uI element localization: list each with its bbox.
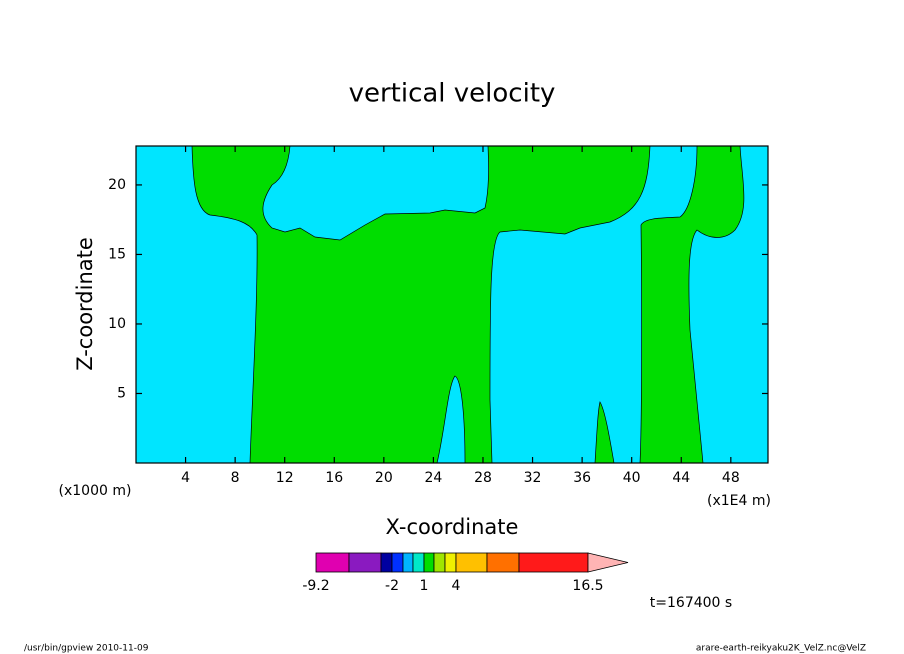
plot-frame xyxy=(135,145,769,464)
colorbar-segment xyxy=(402,552,414,573)
colorbar-segment xyxy=(486,552,520,573)
x-tick-label: 20 xyxy=(375,470,393,486)
colorbar-segment xyxy=(348,552,382,573)
y-axis-title: Z-coordinate xyxy=(73,237,97,371)
x-tick-label: 44 xyxy=(672,470,690,486)
x-tick-label: 28 xyxy=(474,470,492,486)
x-tick-label: 48 xyxy=(722,470,740,486)
x-tick-label: 16 xyxy=(325,470,343,486)
y-tick-label: 15 xyxy=(108,246,126,262)
colorbar-tick-label: 1 xyxy=(420,578,429,594)
colorbar-segment xyxy=(433,552,446,573)
colorbar-segment xyxy=(518,552,589,573)
positive-region xyxy=(191,145,651,464)
chart-title: vertical velocity xyxy=(349,79,556,109)
x-unit-note: (x1000 m) xyxy=(59,483,132,499)
colorbar-tick-label: 16.5 xyxy=(572,578,603,594)
colorbar-segment xyxy=(423,552,435,573)
x-tick-label: 4 xyxy=(181,470,190,486)
x-scale-note: (x1E4 m) xyxy=(707,493,771,509)
x-tick-label: 24 xyxy=(424,470,442,486)
colorbar-segment xyxy=(444,552,457,573)
colorbar-tick-label: -9.2 xyxy=(302,578,329,594)
x-tick-label: 12 xyxy=(276,470,294,486)
x-tick-label: 40 xyxy=(623,470,641,486)
x-tick-label: 36 xyxy=(573,470,591,486)
positive-region xyxy=(594,401,615,464)
x-axis-title: X-coordinate xyxy=(386,515,519,539)
colorbar-segment xyxy=(455,552,488,573)
y-tick-label: 10 xyxy=(108,316,126,332)
y-tick-label: 20 xyxy=(108,177,126,193)
colorbar-segment xyxy=(391,552,404,573)
footer-left: /usr/bin/gpview 2010-11-09 xyxy=(24,644,149,654)
colorbar-arrow xyxy=(587,552,629,573)
time-note: t=167400 s xyxy=(650,595,732,611)
negative-region xyxy=(436,375,466,464)
y-tick-label: 5 xyxy=(117,385,126,401)
colorbar-tick-label: 4 xyxy=(452,578,461,594)
colorbar-segment xyxy=(412,552,425,573)
x-tick-label: 32 xyxy=(524,470,542,486)
x-tick-label: 8 xyxy=(231,470,240,486)
colorbar-tick-label: -2 xyxy=(385,578,399,594)
colorbar-segment xyxy=(315,552,350,573)
colorbar-segment xyxy=(380,552,393,573)
footer-right: arare-earth-reikyaku2K_VelZ.nc@VelZ xyxy=(696,644,866,654)
contour-field xyxy=(136,145,768,464)
